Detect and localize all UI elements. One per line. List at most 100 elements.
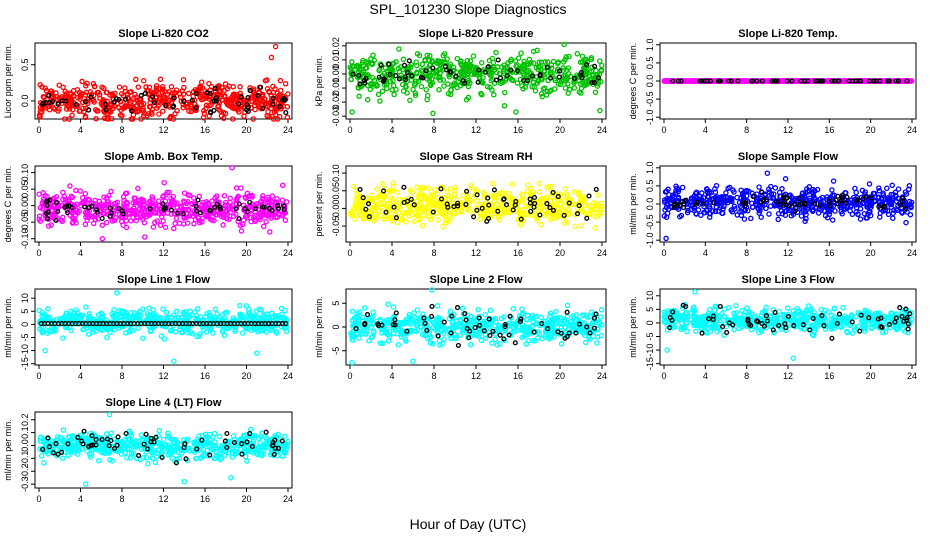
y-tick-label: 0.0	[645, 198, 655, 211]
data-point	[237, 84, 243, 90]
data-point	[548, 65, 555, 71]
data-point	[493, 49, 499, 56]
y-tick-label: 5	[20, 309, 30, 314]
data-point	[470, 53, 477, 59]
data-point	[435, 60, 441, 67]
data-point	[530, 79, 536, 85]
data-point	[388, 68, 394, 75]
reference-point	[386, 61, 392, 67]
data-point	[361, 305, 368, 311]
data-point	[414, 184, 420, 190]
data-point	[458, 207, 465, 214]
data-point	[536, 64, 543, 71]
reference-point	[895, 78, 902, 84]
data-point	[101, 210, 108, 217]
data-point	[216, 98, 222, 104]
outlier-point	[42, 347, 48, 354]
data-point	[555, 60, 561, 67]
reference-point	[63, 98, 69, 104]
data-point	[594, 340, 600, 346]
outlier-point	[142, 234, 148, 240]
data-point	[822, 212, 829, 219]
data-point	[377, 212, 384, 219]
reference-point	[197, 210, 203, 216]
data-point	[450, 64, 457, 71]
data-point	[264, 86, 271, 92]
reference-point	[213, 98, 219, 104]
data-point	[143, 84, 149, 90]
y-tick-label: 0.02	[331, 37, 341, 55]
y-tick-label: -10	[20, 344, 30, 357]
data-point	[538, 91, 545, 97]
data-point	[548, 194, 555, 200]
reference-point	[904, 78, 910, 84]
data-point	[903, 219, 909, 226]
data-point	[53, 90, 59, 96]
data-point	[150, 224, 157, 230]
data-point	[597, 58, 603, 64]
reference-point	[276, 206, 282, 212]
data-point	[36, 213, 43, 219]
data-point	[144, 112, 150, 119]
reference-point	[829, 78, 835, 84]
data-point	[233, 91, 240, 98]
data-point	[589, 64, 595, 71]
x-tick-label: 0	[347, 371, 352, 381]
reference-point	[495, 57, 501, 63]
reference-point	[759, 78, 765, 84]
data-point	[161, 97, 168, 104]
y-tick-label: 0.0	[20, 95, 30, 108]
data-point	[282, 81, 289, 87]
reference-point	[260, 105, 266, 111]
data-point	[104, 89, 110, 96]
data-point	[164, 314, 171, 321]
data-point	[355, 204, 362, 211]
data-point	[419, 222, 426, 229]
data-point	[91, 83, 98, 90]
reference-point	[280, 97, 286, 103]
data-point	[420, 212, 427, 218]
y-axis-label: ml/min per min.	[3, 296, 13, 358]
data-point	[233, 211, 239, 218]
data-point	[39, 109, 45, 115]
reference-point	[43, 100, 49, 106]
data-point	[588, 56, 595, 63]
data-point	[592, 225, 598, 231]
data-point	[90, 220, 97, 227]
data-point	[452, 81, 459, 88]
data-point	[534, 80, 541, 86]
data-point	[571, 189, 578, 195]
data-point	[595, 192, 601, 198]
data-point	[893, 198, 900, 205]
data-point	[73, 187, 79, 194]
data-point	[360, 68, 367, 74]
data-point	[496, 216, 503, 223]
data-point	[681, 78, 688, 84]
data-point	[695, 207, 702, 213]
data-point	[538, 59, 545, 65]
data-point	[56, 82, 62, 88]
data-point	[104, 334, 110, 341]
panel-title: Slope Gas Stream RH	[419, 151, 532, 163]
x-tick-label: 20	[555, 125, 565, 135]
data-point	[368, 324, 375, 331]
reference-point	[401, 184, 407, 190]
data-point	[274, 196, 280, 202]
data-point	[739, 78, 746, 84]
data-point	[233, 97, 239, 103]
data-point	[263, 218, 269, 225]
reference-point	[474, 207, 480, 213]
data-point	[398, 216, 404, 223]
data-point	[528, 186, 534, 192]
x-tick-label: 4	[389, 125, 394, 135]
data-point	[128, 217, 134, 224]
reference-point	[402, 77, 409, 83]
data-point	[348, 76, 354, 83]
reference-point	[444, 201, 450, 207]
data-point	[564, 302, 571, 309]
data-point	[534, 217, 540, 224]
data-point	[413, 78, 419, 84]
data-point	[140, 112, 147, 119]
data-point	[536, 189, 543, 195]
data-point	[146, 84, 153, 90]
